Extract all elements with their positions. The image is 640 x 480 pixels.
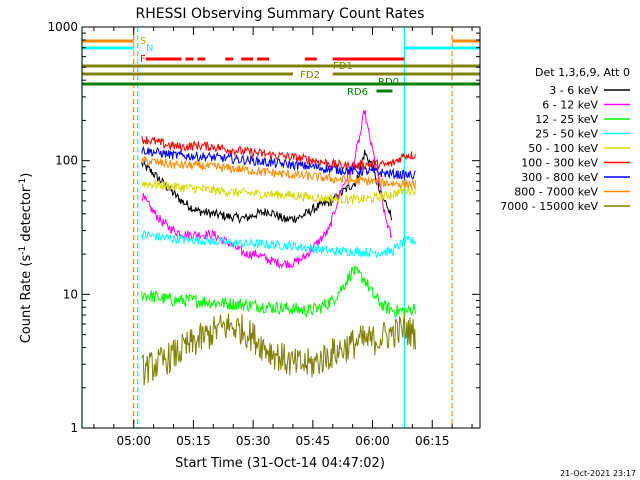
x-tick-label-5: 06:15 <box>415 434 450 448</box>
x-tick-label-1: 05:15 <box>176 434 211 448</box>
legend-label-4: 50 - 100 keV <box>528 142 598 155</box>
legend-label-8: 7000 - 15000 keV <box>500 200 598 213</box>
legend-label-0: 3 - 6 keV <box>549 84 598 97</box>
legend-label-1: 6 - 12 keV <box>542 99 598 112</box>
y-tick-label-3: 1000 <box>47 20 78 34</box>
x-tick-label-4: 06:00 <box>355 434 390 448</box>
y-tick-label-0: 1 <box>70 421 78 435</box>
x-tick-label-2: 05:30 <box>236 434 271 448</box>
flag-label-rd6: RD6 <box>347 87 368 98</box>
series-line-2 <box>141 265 416 319</box>
x-axis-label: Start Time (31-Oct-14 04:47:02) <box>175 456 385 471</box>
legend-label-5: 100 - 300 keV <box>521 157 598 170</box>
legend-title: Det 1,3,6,9, Att 0 <box>535 66 630 79</box>
series-line-4 <box>141 180 416 206</box>
series-line-1 <box>141 110 393 270</box>
flag-label-n: N <box>146 43 153 54</box>
x-tick-label-3: 05:45 <box>296 434 331 448</box>
chart-title: RHESSI Observing Summary Count Rates <box>136 6 425 22</box>
series-line-0 <box>141 149 393 225</box>
plot-frame <box>81 26 481 429</box>
series-line-5 <box>141 135 416 173</box>
legend-label-2: 12 - 25 keV <box>535 113 598 126</box>
x-tick-label-0: 05:00 <box>116 434 151 448</box>
series-line-7 <box>141 155 416 190</box>
y-tick-label-2: 100 <box>55 154 78 168</box>
legend-label-6: 300 - 800 keV <box>521 171 598 184</box>
y-tick-label-1: 10 <box>63 287 78 301</box>
series-line-8 <box>141 313 416 386</box>
flag-label-fd2: FD2 <box>300 70 320 81</box>
flag-label-rd0: RD0 <box>378 77 399 88</box>
flag-label-s: S <box>140 36 146 47</box>
flag-label-f: F <box>140 54 146 65</box>
series-line-3 <box>141 230 416 259</box>
flag-label-fd1: FD1 <box>333 61 353 72</box>
y-axis-label: Count Rate (s-1 detector-1) <box>18 173 34 344</box>
series-line-6 <box>141 145 416 180</box>
legend-label-3: 25 - 50 keV <box>535 128 598 141</box>
footer-timestamp: 21-Oct-2021 23:17 <box>560 469 636 478</box>
legend-label-7: 800 - 7000 keV <box>514 186 598 199</box>
